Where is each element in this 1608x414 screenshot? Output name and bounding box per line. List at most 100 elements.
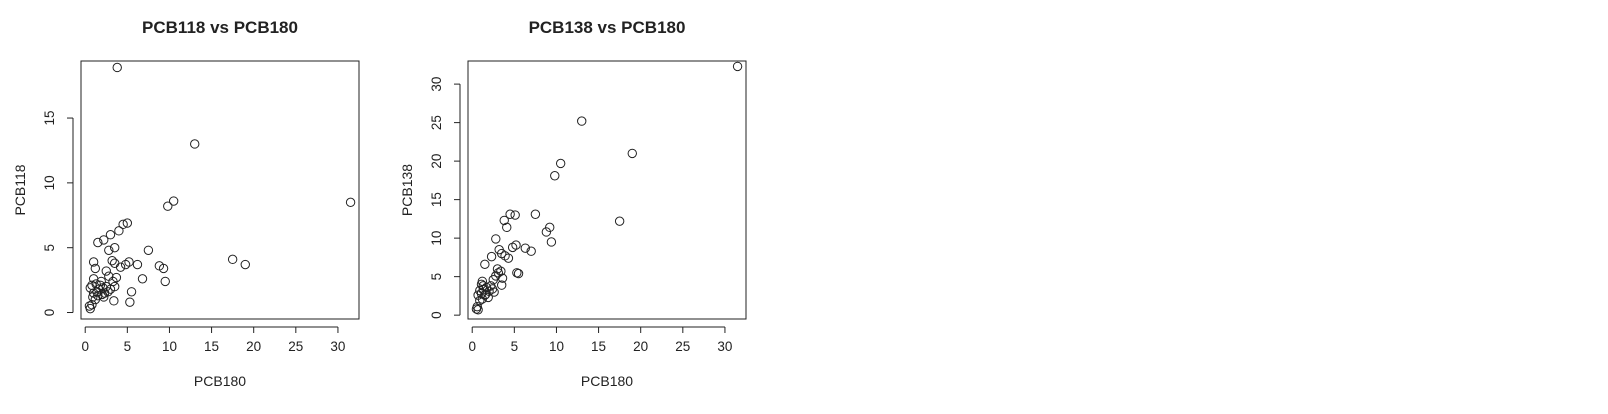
chart-title: PCB138 vs PCB180 <box>529 18 686 37</box>
data-point <box>480 259 490 270</box>
data-point <box>227 254 238 265</box>
x-tick-label: 15 <box>591 339 606 354</box>
data-point <box>104 271 114 281</box>
y-tick-label: 10 <box>42 175 57 190</box>
data-point <box>168 196 179 206</box>
chart-title: PCB118 vs PCB180 <box>142 18 298 37</box>
data-point <box>471 304 482 314</box>
x-axis-label: PCB180 <box>581 373 633 389</box>
x-tick-label: 0 <box>81 339 89 354</box>
x-tick-label: 30 <box>717 339 732 354</box>
scatter-panel-pcb138: PCB138 vs PCB180 0 5 10 15 20 25 30 PCB180 0 5 10 15… <box>399 18 747 389</box>
data-point <box>473 305 483 315</box>
data-point <box>530 209 541 219</box>
data-point <box>87 300 97 310</box>
data-point <box>93 290 103 301</box>
y-tick-label: 10 <box>429 231 444 246</box>
data-points <box>471 61 743 315</box>
x-axis: 0 5 10 15 20 25 30 PCB180 <box>81 326 345 389</box>
x-tick-label: 5 <box>511 339 519 354</box>
data-point <box>476 279 487 290</box>
y-tick-label: 15 <box>42 111 57 126</box>
data-point <box>577 116 587 126</box>
data-point <box>111 272 122 283</box>
data-point <box>163 201 173 211</box>
data-point <box>88 257 99 267</box>
y-tick-label: 0 <box>42 309 57 317</box>
x-tick-label: 30 <box>330 339 345 354</box>
data-point <box>118 219 128 230</box>
data-point <box>114 226 124 236</box>
data-point <box>115 262 126 272</box>
data-point <box>526 246 536 256</box>
data-point <box>99 288 110 298</box>
data-point <box>240 259 250 270</box>
data-point <box>109 258 120 268</box>
data-point <box>480 289 491 300</box>
y-axis: 0 5 10 15 PCB118 <box>12 111 74 317</box>
plot-frame <box>467 60 747 320</box>
data-point <box>109 296 119 306</box>
data-point <box>96 276 106 287</box>
data-point <box>107 255 117 266</box>
x-tick-label: 20 <box>246 339 261 354</box>
x-tick-label: 20 <box>633 339 648 354</box>
data-point <box>488 275 498 285</box>
data-point <box>109 242 120 253</box>
y-axis-label: PCB138 <box>399 164 415 216</box>
data-point <box>475 295 485 306</box>
data-point <box>158 263 169 274</box>
x-tick-label: 10 <box>162 339 177 354</box>
data-point <box>132 259 143 270</box>
data-point <box>732 61 743 72</box>
data-point <box>486 251 497 262</box>
y-tick-label: 5 <box>429 273 444 281</box>
y-axis-label: PCB118 <box>12 164 28 215</box>
data-point <box>125 297 135 307</box>
data-point <box>93 237 103 248</box>
data-point <box>478 281 488 291</box>
data-point <box>555 158 566 169</box>
data-point <box>137 274 148 284</box>
data-point <box>550 171 560 181</box>
y-tick-label: 30 <box>429 77 444 92</box>
data-point <box>88 292 98 302</box>
data-point <box>126 287 137 297</box>
x-tick-label: 25 <box>675 339 690 354</box>
data-point <box>513 268 524 279</box>
data-point <box>503 253 514 263</box>
data-point <box>122 218 133 228</box>
x-axis-label: PCB180 <box>194 373 246 389</box>
data-point <box>124 257 134 267</box>
x-tick-label: 25 <box>288 339 303 354</box>
data-point <box>345 197 356 208</box>
data-point <box>112 62 122 73</box>
data-point <box>499 215 509 226</box>
data-point <box>104 245 114 255</box>
x-tick-label: 15 <box>204 339 219 354</box>
y-axis: 0 5 10 15 20 25 30 PCB138 <box>399 77 461 319</box>
data-point <box>487 284 498 294</box>
data-point <box>496 280 507 290</box>
x-tick-label: 0 <box>468 339 476 354</box>
data-point <box>190 139 200 149</box>
data-point <box>627 148 637 159</box>
data-point <box>505 209 515 219</box>
data-point <box>99 235 109 245</box>
y-tick-label: 25 <box>429 115 444 130</box>
data-point <box>99 292 109 302</box>
data-point <box>546 237 557 247</box>
data-point <box>614 216 625 226</box>
data-point <box>512 268 522 278</box>
data-point <box>502 222 512 233</box>
x-axis: 0 5 10 15 20 25 30 PCB180 <box>468 326 732 389</box>
data-point <box>493 268 504 278</box>
data-point <box>160 276 170 287</box>
x-tick-label: 5 <box>124 339 132 354</box>
data-point <box>491 234 501 244</box>
scatter-panel-pcb118: PCB118 vs PCB180 0 5 10 15 20 25 30 PCB180 0 5 10 15… <box>12 18 360 389</box>
data-point <box>120 259 131 270</box>
y-tick-label: 0 <box>429 311 444 319</box>
data-point <box>105 230 116 240</box>
